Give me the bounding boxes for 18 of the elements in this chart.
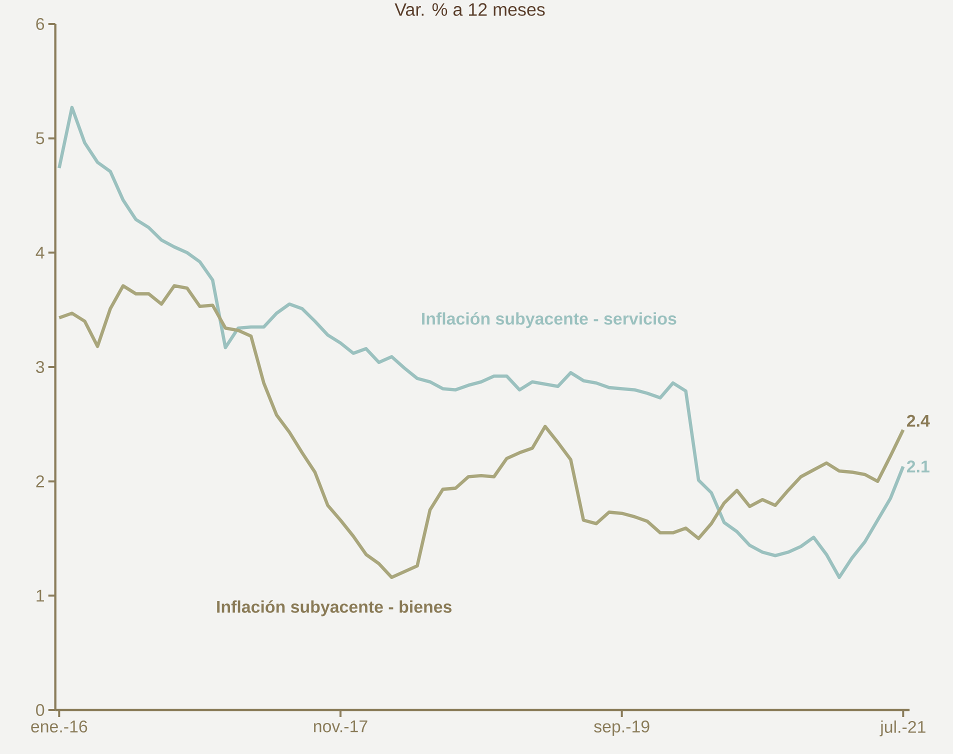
x-tick-label: jul.-21 <box>880 720 926 736</box>
x-tick-label: sep.-19 <box>594 720 650 736</box>
y-tick-label: 6 <box>36 18 44 30</box>
y-tick-label: 3 <box>36 360 44 373</box>
text: Inflación subyacente - bienes <box>217 600 452 616</box>
line-series <box>58 106 905 580</box>
chart-title: Var. % a 12 meses <box>394 3 545 16</box>
y-tick-label: 1 <box>36 590 44 602</box>
y-tick-label: 0 <box>36 704 44 716</box>
text: Inflación subyacente - servicios <box>422 312 676 328</box>
x-tick-label: ene.-16 <box>31 720 88 733</box>
x-tick-label: nov.-17 <box>314 720 368 732</box>
y-tick-label: 5 <box>36 132 44 144</box>
y-tick-label: 4 <box>36 246 44 258</box>
line-series <box>58 284 905 580</box>
data-label: 2.1 <box>906 460 930 472</box>
y-tick-label: 2 <box>36 475 44 488</box>
data-label: 2.4 <box>906 414 930 427</box>
